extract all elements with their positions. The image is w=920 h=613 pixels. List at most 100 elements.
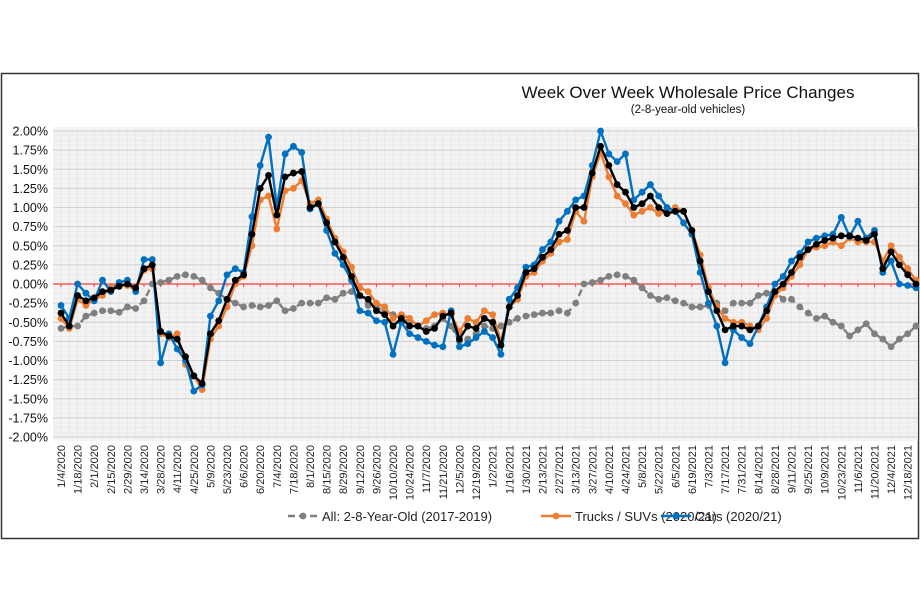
data-point	[74, 292, 82, 299]
data-point	[895, 335, 903, 343]
data-point	[763, 307, 770, 315]
data-point	[406, 330, 414, 338]
data-point	[215, 317, 223, 325]
data-point	[57, 302, 65, 309]
data-point	[281, 173, 289, 181]
x-tick-label: 5/9/2020	[205, 445, 217, 488]
data-point	[738, 299, 746, 307]
data-point	[887, 242, 895, 250]
data-point	[148, 261, 156, 269]
data-point	[613, 158, 621, 166]
data-point	[306, 299, 314, 307]
x-tick-label: 11/20/2021	[869, 445, 881, 499]
legend-swatch-marker	[552, 512, 560, 520]
data-point	[605, 162, 613, 169]
x-tick-label: 5/22/2021	[654, 445, 666, 494]
data-point	[165, 276, 173, 284]
data-point	[622, 272, 629, 280]
data-point	[622, 200, 629, 208]
data-point	[539, 246, 546, 253]
data-point	[439, 343, 447, 351]
data-point	[265, 171, 272, 179]
data-point	[489, 318, 497, 326]
data-point	[588, 279, 596, 286]
data-point	[256, 303, 264, 311]
y-tick-label: 1.75%	[13, 144, 48, 158]
data-point	[613, 192, 621, 200]
data-point	[256, 162, 264, 169]
data-point	[82, 297, 90, 305]
data-point	[613, 271, 621, 279]
data-point	[837, 242, 845, 250]
data-point	[165, 332, 173, 340]
data-point	[480, 307, 488, 315]
data-point	[290, 184, 297, 192]
data-point	[539, 309, 546, 317]
data-point	[646, 292, 654, 299]
x-tick-label: 10/23/2021	[836, 445, 848, 500]
data-point	[530, 311, 538, 318]
legend-label: Cars (2020/21)	[695, 509, 782, 524]
data-point	[729, 299, 737, 307]
data-point	[696, 257, 704, 265]
x-tick-label: 1/18/2020	[73, 445, 85, 494]
data-point	[696, 303, 704, 311]
data-point	[381, 318, 389, 326]
data-point	[464, 340, 472, 348]
data-point	[124, 280, 131, 288]
x-tick-label: 2/1/2020	[89, 445, 101, 488]
data-point	[821, 236, 829, 244]
data-point	[655, 295, 663, 303]
x-tick-label: 3/13/2021	[571, 445, 583, 494]
data-point	[431, 324, 438, 332]
plot-area	[53, 127, 918, 441]
x-tick-label: 1/16/2021	[504, 445, 516, 494]
data-point	[397, 315, 405, 322]
data-point	[173, 335, 181, 343]
data-point	[223, 295, 231, 303]
data-point	[854, 217, 862, 225]
data-point	[439, 312, 447, 320]
data-point	[588, 169, 596, 177]
x-tick-label: 3/14/2020	[139, 445, 151, 494]
data-point	[373, 307, 380, 315]
data-point	[605, 173, 613, 181]
data-point	[190, 387, 198, 395]
data-point	[871, 330, 878, 338]
data-point	[497, 350, 505, 358]
data-point	[273, 297, 281, 305]
data-point	[887, 257, 895, 265]
data-point	[406, 315, 414, 322]
data-point	[389, 322, 397, 330]
data-point	[74, 322, 82, 330]
x-tick-label: 3/28/2020	[156, 445, 168, 494]
data-point	[290, 305, 297, 312]
data-point	[904, 271, 912, 279]
data-point	[655, 204, 663, 211]
data-point	[231, 299, 239, 307]
data-point	[431, 341, 438, 349]
data-point	[447, 322, 455, 330]
x-tick-label: 10/9/2021	[820, 445, 832, 494]
data-point	[630, 196, 638, 204]
data-point	[655, 192, 663, 200]
x-tick-label: 10/10/2020	[388, 445, 400, 500]
data-point	[140, 297, 148, 305]
data-point	[364, 309, 372, 317]
data-point	[555, 217, 563, 225]
data-point	[373, 299, 380, 307]
data-point	[779, 280, 787, 288]
x-tick-label: 7/3/2021	[703, 445, 715, 488]
data-point	[796, 261, 804, 269]
y-tick-label: 1.25%	[13, 182, 48, 196]
legend-item: Cars (2020/21)	[661, 509, 782, 524]
data-point	[812, 240, 820, 248]
data-point	[912, 280, 920, 288]
data-point	[157, 359, 165, 367]
data-point	[514, 315, 521, 322]
data-point	[539, 253, 546, 261]
data-point	[90, 309, 98, 317]
data-point	[638, 200, 646, 208]
data-point	[281, 307, 289, 315]
data-point	[846, 332, 853, 340]
